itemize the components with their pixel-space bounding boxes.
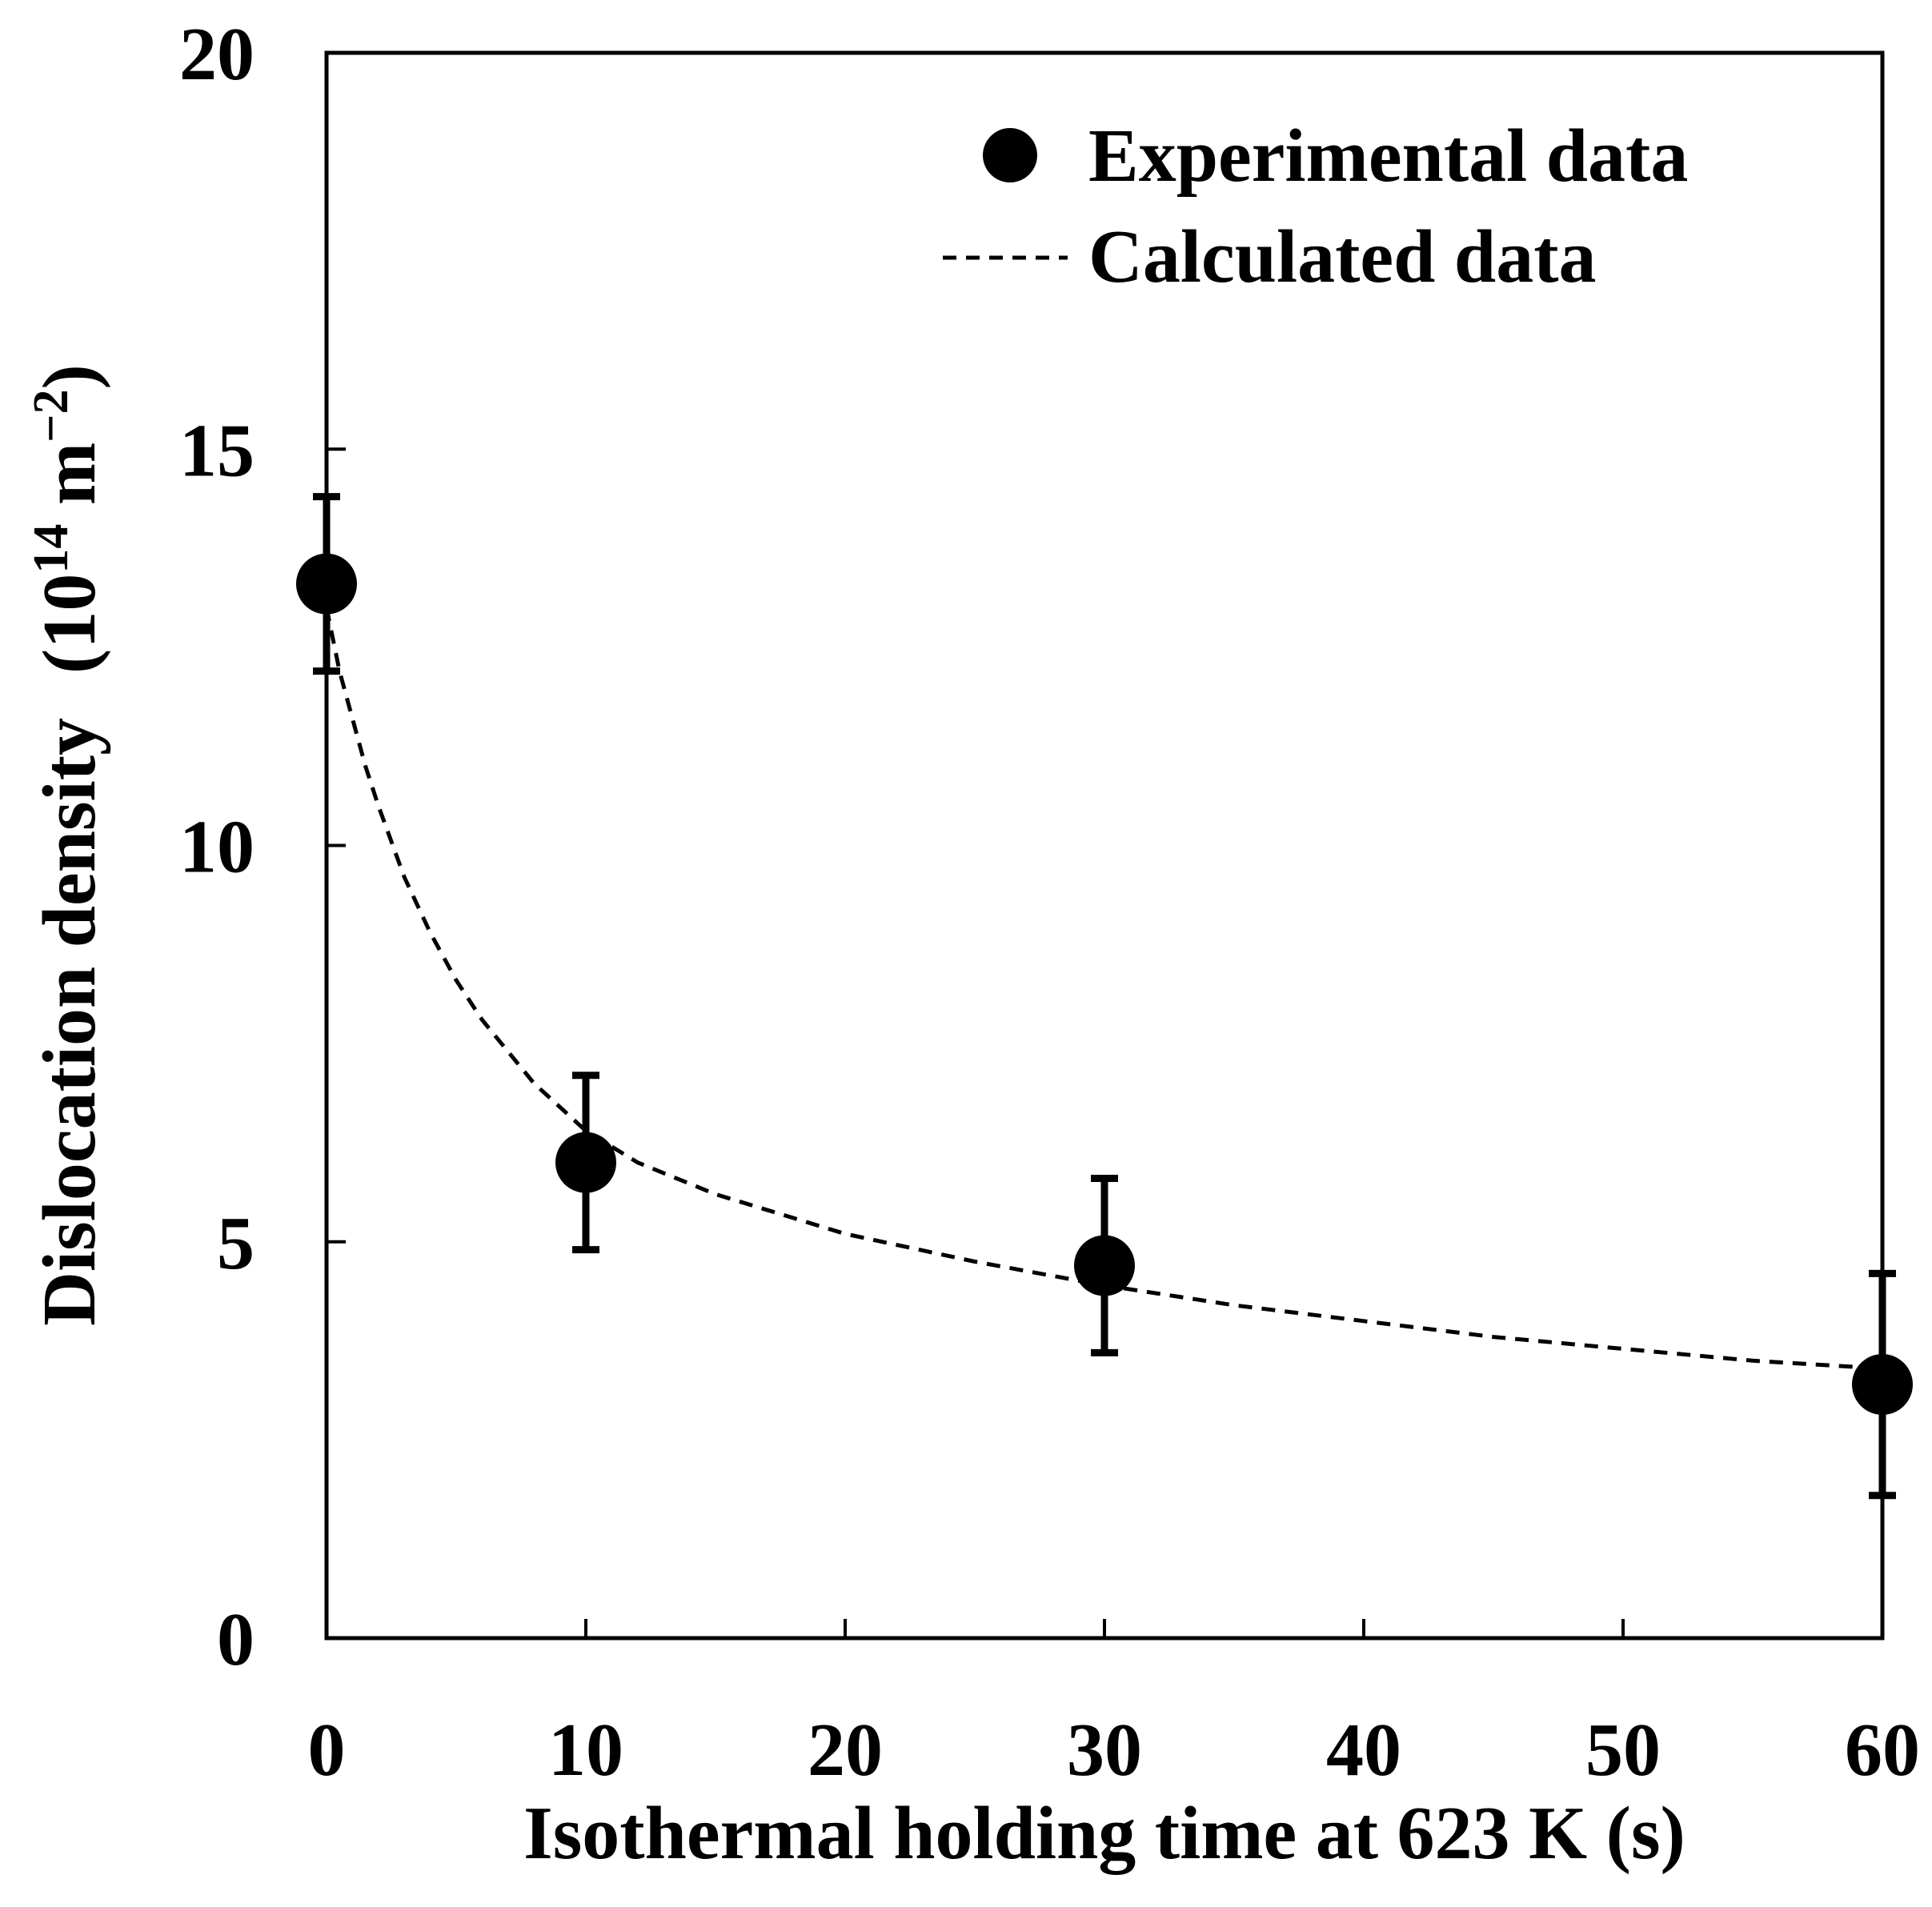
x-tick-label-50: 50 <box>1585 1709 1661 1792</box>
y-tick-label-20: 20 <box>179 13 255 96</box>
x-axis-title: Isothermal holding time at 623 K (s) <box>523 1792 1685 1875</box>
experimental-point-0 <box>296 493 357 675</box>
y-axis-ticks: 0 5 10 15 20 <box>179 13 346 1681</box>
y-axis-title-unit-close: ) <box>28 364 111 389</box>
legend-label-experimental: Experimental data <box>1088 114 1688 198</box>
y-axis-title-unit-open: (10 <box>28 574 111 674</box>
data-marker-10 <box>555 1132 616 1193</box>
x-tick-label-60: 60 <box>1845 1709 1920 1792</box>
y-axis-title-unit-exp: 14 <box>24 524 78 574</box>
y-tick-label-15: 15 <box>179 409 255 492</box>
x-tick-label-30: 30 <box>1067 1709 1142 1792</box>
experimental-point-60 <box>1852 1269 1913 1500</box>
y-tick-label-5: 5 <box>217 1202 255 1285</box>
experimental-data-points <box>296 493 1913 1500</box>
data-marker-30 <box>1074 1235 1135 1296</box>
experimental-point-30 <box>1074 1175 1135 1356</box>
y-axis-title-unit-mid: m <box>28 443 111 524</box>
legend-marker-experimental <box>983 128 1037 182</box>
x-tick-label-40: 40 <box>1326 1709 1401 1792</box>
legend-label-calculated: Calculated data <box>1088 215 1597 298</box>
x-tick-label-20: 20 <box>808 1709 883 1792</box>
y-tick-label-0: 0 <box>217 1598 255 1681</box>
calculated-data-line <box>324 607 1883 1371</box>
x-tick-label-0: 0 <box>308 1709 346 1792</box>
legend: Experimental data Calculated data <box>943 114 1688 298</box>
y-axis-title-main: Dislocation density <box>28 718 111 1326</box>
experimental-point-10 <box>555 1072 616 1254</box>
data-marker-60 <box>1852 1354 1913 1416</box>
x-axis-ticks: 0 10 20 30 40 50 60 <box>308 1619 1920 1792</box>
x-tick-label-10: 10 <box>548 1709 623 1792</box>
data-marker-0 <box>296 553 357 615</box>
y-axis-title-unit-exp2: −2 <box>24 389 78 442</box>
y-tick-label-10: 10 <box>179 806 255 889</box>
y-axis-title: Dislocation density (1014 m−2) <box>24 364 111 1326</box>
